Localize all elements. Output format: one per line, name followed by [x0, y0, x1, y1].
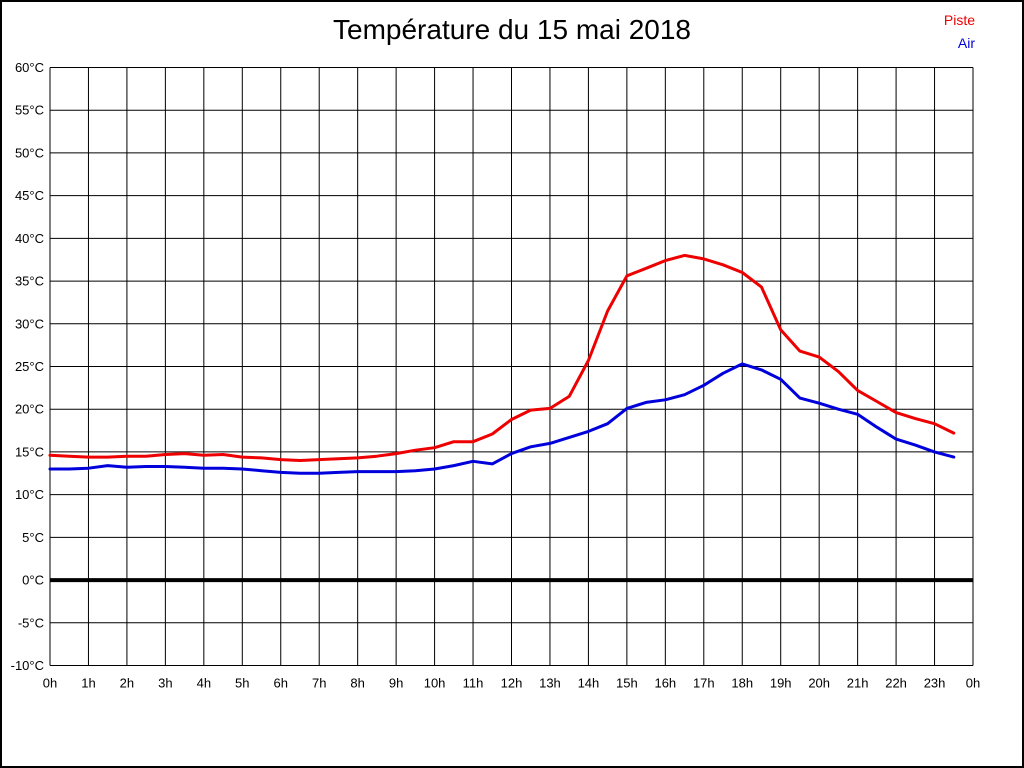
y-tick-label: 50°C	[15, 145, 44, 160]
chart-legend: Piste Air	[944, 9, 975, 55]
x-tick-label: 0h	[43, 676, 57, 691]
series-lines	[48, 253, 956, 475]
y-tick-label: -10°C	[11, 658, 44, 673]
x-tick-label: 14h	[578, 676, 600, 691]
x-tick-label: 20h	[808, 676, 830, 691]
x-tick-label: 8h	[350, 676, 364, 691]
y-axis-tick-labels: 60°C 55°C 50°C 45°C 40°C 35°C 30°C 25°C 20°C 15°C…	[11, 60, 44, 673]
air-temperature-line	[48, 362, 956, 475]
chart-title: Température du 15 mai 2018	[333, 14, 691, 45]
legend-piste-label: Piste	[943, 12, 975, 28]
x-tick-label: 5h	[235, 676, 249, 691]
y-tick-label: 5°C	[22, 530, 44, 545]
x-axis-tick-labels: 0h 1h 2h 3h 4h 5h 6h 7h 8h 9h 10h 11h 12h 13h 14h 15h 16…	[43, 676, 980, 691]
x-tick-label: 6h	[274, 676, 288, 691]
legend-air-label: Air	[957, 35, 975, 51]
y-tick-label: 35°C	[15, 274, 44, 289]
y-tick-label: 0°C	[22, 573, 44, 588]
x-tick-label: 9h	[389, 676, 403, 691]
y-tick-label: -5°C	[18, 615, 44, 630]
x-tick-label: 21h	[847, 676, 869, 691]
x-tick-label: 19h	[770, 676, 792, 691]
x-tick-label: 15h	[616, 676, 638, 691]
y-tick-label: 20°C	[15, 402, 44, 417]
x-tick-label: 23h	[924, 676, 946, 691]
x-tick-label: 1h	[81, 676, 95, 691]
grid-lines	[49, 67, 974, 666]
x-tick-label: 13h	[539, 676, 561, 691]
x-tick-label: 4h	[197, 676, 211, 691]
y-tick-label: 45°C	[15, 188, 44, 203]
x-tick-label: 11h	[463, 676, 484, 691]
x-tick-label: 0h	[966, 676, 980, 691]
x-tick-label: 17h	[693, 676, 715, 691]
y-tick-label: 10°C	[15, 487, 44, 502]
x-tick-label: 16h	[654, 676, 676, 691]
x-tick-label: 10h	[424, 676, 446, 691]
x-tick-label: 2h	[120, 676, 134, 691]
piste-temperature-line	[48, 253, 956, 462]
y-tick-label: 40°C	[15, 231, 44, 246]
y-tick-label: 55°C	[15, 103, 44, 118]
x-tick-label: 22h	[885, 676, 907, 691]
x-tick-label: 7h	[312, 676, 326, 691]
x-tick-label: 12h	[501, 676, 523, 691]
x-tick-label: 18h	[731, 676, 753, 691]
y-tick-label: 25°C	[15, 359, 44, 374]
y-tick-label: 60°C	[15, 60, 44, 75]
y-tick-label: 30°C	[15, 316, 44, 331]
x-tick-label: 3h	[158, 676, 172, 691]
y-tick-label: 15°C	[15, 444, 44, 459]
